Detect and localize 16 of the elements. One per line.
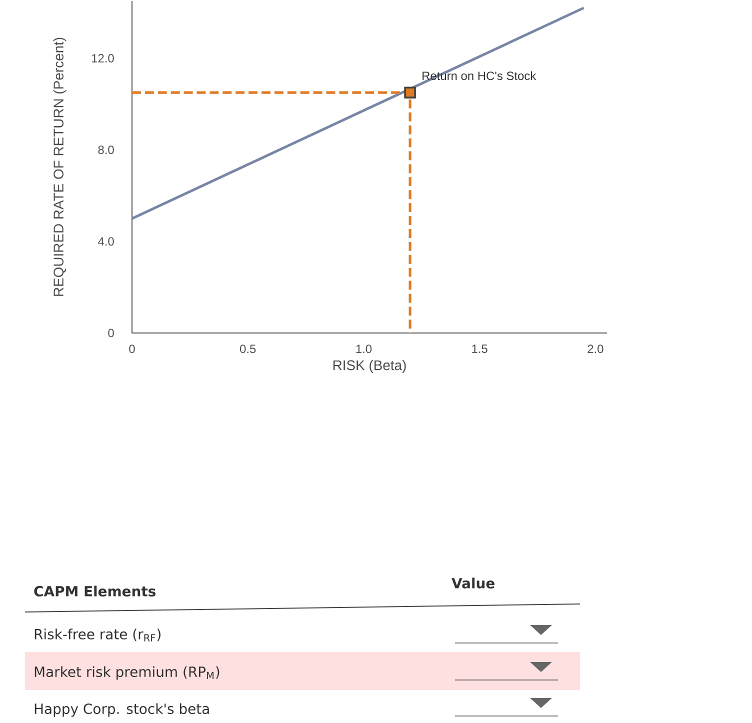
text: Risk-free rate (r$_{RF}$) <box>34 628 160 642</box>
y-tick-label: 4.0 <box>98 237 114 246</box>
y-tick-label: 8.0 <box>98 146 114 154</box>
text: Happy Corp. stock's beta <box>34 703 209 717</box>
text: Market risk premium (RP$_{M}$) <box>34 666 220 680</box>
text: CAPM Elements <box>34 586 156 596</box>
x-tick-label: 0.5 <box>240 344 256 354</box>
x-axis-title: RISK (Beta) <box>333 360 406 373</box>
y-tick-label: 0 <box>108 328 114 338</box>
x-tick-label: 1.5 <box>472 344 488 353</box>
x-tick-label: 1.0 <box>356 344 372 354</box>
y-tick-label: 12.0 <box>92 54 114 62</box>
text: Value <box>452 578 494 588</box>
y-axis-title: REQUIRED RATE OF RETURN (Percent) <box>53 38 66 296</box>
x-tick-label: 0 <box>129 344 135 354</box>
x-tick-label: 2.0 <box>588 344 604 354</box>
